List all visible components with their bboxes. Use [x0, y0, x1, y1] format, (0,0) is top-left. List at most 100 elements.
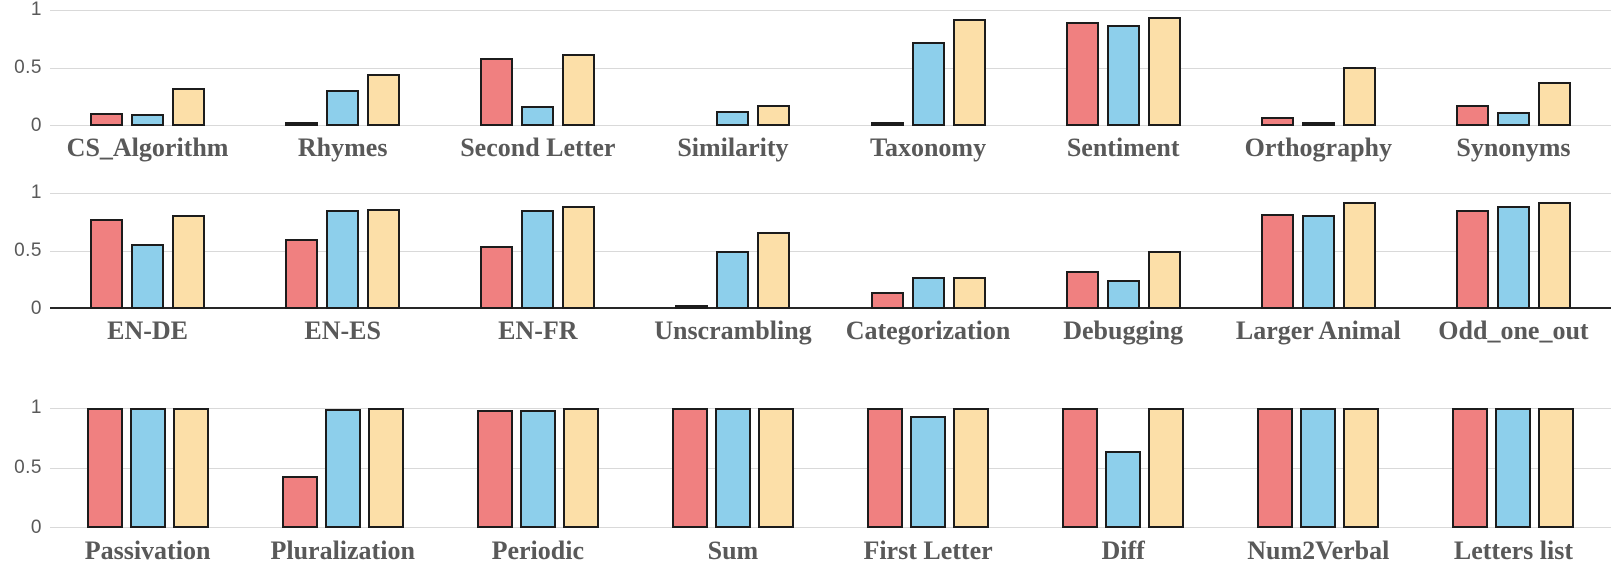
bar-blue: [716, 110, 750, 126]
bar-red: [480, 246, 514, 309]
bar-group: [440, 193, 635, 309]
bar-red: [1455, 210, 1489, 309]
bar-blue: [1495, 408, 1532, 528]
category-label: CS_Algorithm: [66, 133, 229, 162]
bar-blue: [131, 244, 165, 309]
bar-group: [50, 10, 245, 126]
category-label: Unscrambling: [654, 316, 812, 345]
bar-red: [870, 291, 904, 309]
bar-cream: [1342, 202, 1376, 309]
bar-cream: [1147, 16, 1181, 126]
bar-groups: [50, 408, 1611, 528]
category-label: Debugging: [1063, 316, 1184, 345]
bar-group: [831, 408, 1026, 528]
bar-cream: [1537, 81, 1571, 126]
bar-cream: [757, 408, 794, 528]
bar-blue: [911, 42, 945, 126]
bar-red: [1260, 213, 1294, 309]
bar-red: [476, 410, 513, 528]
bar-cream: [172, 87, 206, 126]
bar-group: [1416, 10, 1611, 126]
bar-cream: [1148, 408, 1185, 528]
bar-group: [1221, 10, 1416, 126]
bar-red: [867, 408, 904, 528]
bar-red: [1065, 270, 1099, 309]
bar-blue: [1496, 205, 1530, 309]
bar-group: [1026, 10, 1221, 126]
x-axis-line: [50, 125, 1611, 126]
category-label: Taxonomy: [870, 133, 987, 162]
bar-groups: [50, 10, 1611, 126]
plot-area: 1 0.5 0: [0, 0, 1611, 136]
bar-blue: [1105, 451, 1142, 528]
bar-group: [1221, 408, 1416, 528]
category-label: Rhymes: [297, 133, 388, 162]
bar-blue: [910, 416, 947, 528]
chart-row-2: 1 0.5 0 EN-DE EN-ES EN-FR Unscrambling Categori…: [0, 182, 1611, 353]
bar-cream: [953, 408, 990, 528]
bar-cream: [172, 408, 209, 528]
category-label: Pluralization: [270, 535, 415, 565]
category-label: Orthography: [1244, 133, 1392, 162]
category-label: EN-ES: [304, 316, 381, 345]
category-label: Periodic: [491, 535, 585, 565]
bar-blue: [1106, 280, 1140, 309]
bar-blue: [1300, 408, 1337, 528]
bar-blue: [1106, 25, 1140, 126]
bar-blue: [326, 210, 360, 309]
gridline: [50, 68, 1611, 69]
bar-blue: [131, 114, 165, 126]
bar-blue: [1301, 122, 1335, 126]
bar-red: [86, 408, 123, 528]
bar-red: [285, 122, 319, 126]
category-labels: Passivation Pluralization Periodic Sum First…: [50, 528, 1611, 573]
chart-row-3: 1 0.5 0 Passivation Pluralization Periodic Sum…: [0, 397, 1611, 573]
category-label: Second Letter: [460, 133, 616, 162]
bar-red: [1062, 408, 1099, 528]
gridline: [50, 193, 1611, 194]
bar-blue: [521, 210, 555, 309]
bar-cream: [1147, 251, 1181, 309]
bar-cream: [757, 232, 791, 309]
bar-cream: [172, 215, 206, 309]
y-tick-label: 1: [30, 397, 42, 418]
bar-cream: [952, 19, 986, 126]
bar-group: [50, 408, 245, 528]
bar-red: [281, 476, 318, 528]
plot-area: 1 0.5 0: [0, 182, 1611, 319]
bar-group: [635, 10, 830, 126]
category-label: Categorization: [845, 316, 1011, 345]
category-label: First Letter: [863, 535, 993, 565]
bar-blue: [326, 90, 360, 126]
bar-group: [1416, 193, 1611, 309]
y-tick-label: 0.5: [14, 57, 42, 78]
category-label: Letters list: [1453, 535, 1573, 565]
bar-cream: [952, 276, 986, 309]
y-tick-label: 1: [30, 182, 42, 203]
bar-group: [245, 193, 440, 309]
bar-cream: [1342, 66, 1376, 126]
bar-group: [245, 408, 440, 528]
bar-red: [870, 122, 904, 126]
bar-blue: [1496, 112, 1530, 126]
y-tick-label: 0.5: [14, 240, 42, 261]
y-tick-label: 0: [30, 298, 42, 319]
gridline: [50, 10, 1611, 11]
y-tick-label: 0: [30, 115, 42, 136]
bar-group: [440, 408, 635, 528]
bar-red: [1257, 408, 1294, 528]
category-label: Odd_one_out: [1438, 316, 1589, 345]
bar-red: [90, 218, 124, 309]
bar-cream: [562, 205, 596, 309]
bar-blue: [911, 276, 945, 309]
y-tick-label: 0: [30, 517, 42, 538]
bar-groups: [50, 193, 1611, 309]
bar-group: [1026, 193, 1221, 309]
category-label: Passivation: [84, 535, 211, 565]
bar-blue: [1301, 215, 1335, 309]
bar-cream: [367, 408, 404, 528]
x-axis-line: [50, 527, 1611, 528]
bar-group: [1026, 408, 1221, 528]
bar-red: [90, 113, 124, 126]
